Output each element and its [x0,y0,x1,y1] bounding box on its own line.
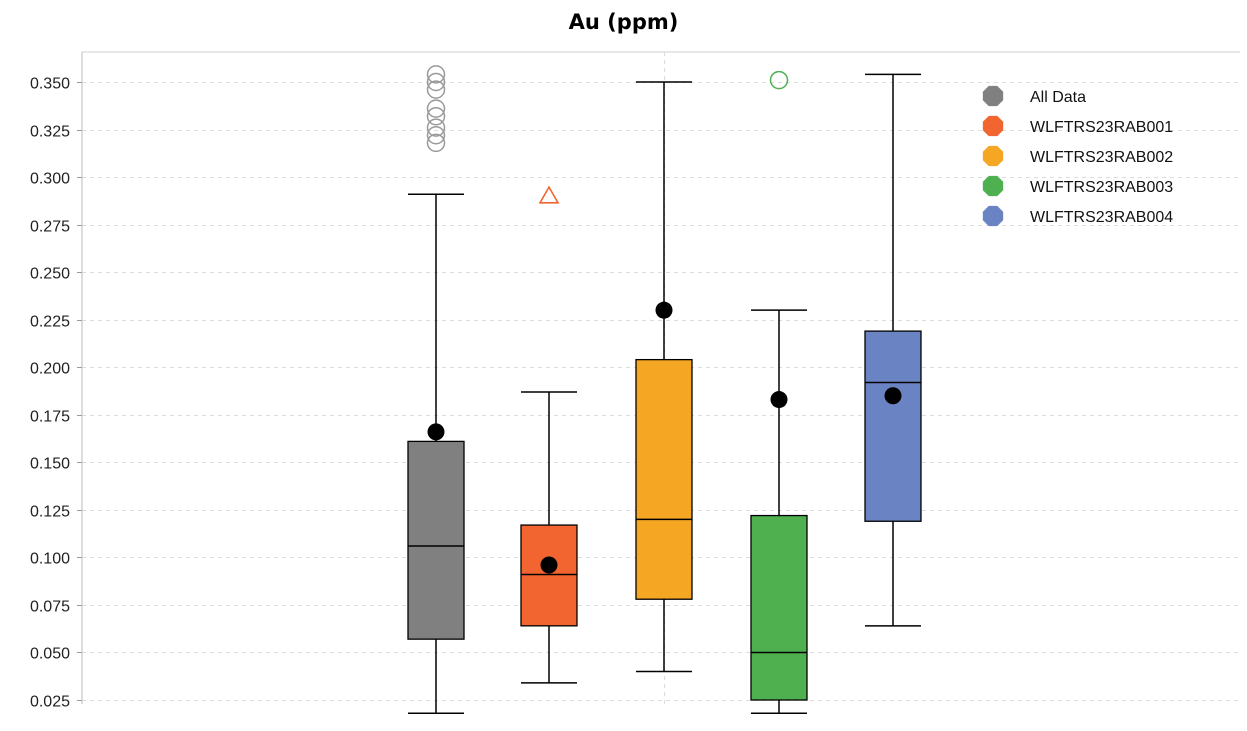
y-tick-label: 0.250 [30,266,70,283]
legend-swatch [982,145,1004,167]
y-axis: 0.025 0.050 0.075 0.100 0.125 0.150 0.175 0.200… [30,76,82,711]
y-tick-label: 0.050 [30,646,70,663]
y-tick-label: 0.275 [30,219,70,236]
outlier-point [426,80,446,99]
outlier-point [426,133,446,153]
y-tick-label: 0.200 [30,361,70,378]
outlier-point [426,118,446,137]
y-tick-label: 0.075 [30,599,70,616]
box-1 [407,193,465,715]
outlier-point [426,125,446,145]
y-tick-label: 0.225 [30,314,70,331]
legend-label: WLFTRS23RAB001 [1030,119,1173,136]
legend-swatch [982,205,1004,227]
box-layer [407,73,922,715]
y-tick-label: 0.325 [30,124,70,141]
outlier-point [538,185,560,204]
box-iqr [864,330,922,522]
y-tick-label: 0.100 [30,551,70,568]
mean-point [884,387,902,405]
legend-item: WLFTRS23RAB002 [982,145,1173,167]
legend-item: WLFTRS23RAB004 [982,205,1173,227]
box-iqr [407,440,465,640]
mean-point [655,301,673,319]
y-tick-label: 0.175 [30,409,70,426]
legend-swatch [982,115,1004,137]
outlier-point [426,106,446,126]
outlier-point [426,99,446,118]
legend-label: WLFTRS23RAB004 [1030,209,1173,226]
box-iqr [520,524,578,627]
outlier-point [426,72,446,92]
outlier-point [426,65,446,84]
box-iqr [635,358,693,600]
outlier-point [769,70,789,90]
mean-point [770,391,788,409]
legend-item: WLFTRS23RAB003 [982,175,1173,197]
box-3 [635,81,693,673]
box-4 [750,309,808,715]
legend-label: WLFTRS23RAB003 [1030,179,1173,196]
box-iqr [750,514,808,701]
mean-point [540,556,558,574]
legend-label: All Data [1030,89,1086,106]
y-tick-label: 0.150 [30,456,70,473]
mean-point [427,423,445,441]
legend-swatch [982,175,1004,197]
y-tick-label: 0.350 [30,76,70,93]
legend: All Data WLFTRS23RAB001 WLFTRS23RAB002 WLFT… [982,85,1173,227]
y-tick-label: 0.025 [30,694,70,711]
chart-title: Au (ppm) [568,10,679,34]
y-tick-label: 0.300 [30,171,70,188]
y-tick-label: 0.125 [30,504,70,521]
legend-item: WLFTRS23RAB001 [982,115,1173,137]
legend-label: WLFTRS23RAB002 [1030,149,1173,166]
legend-item: All Data [982,85,1086,107]
outlier-layer [426,65,789,204]
mean-layer [427,301,902,574]
legend-swatch [982,85,1004,107]
box-2 [520,391,578,684]
box-5 [864,73,922,627]
